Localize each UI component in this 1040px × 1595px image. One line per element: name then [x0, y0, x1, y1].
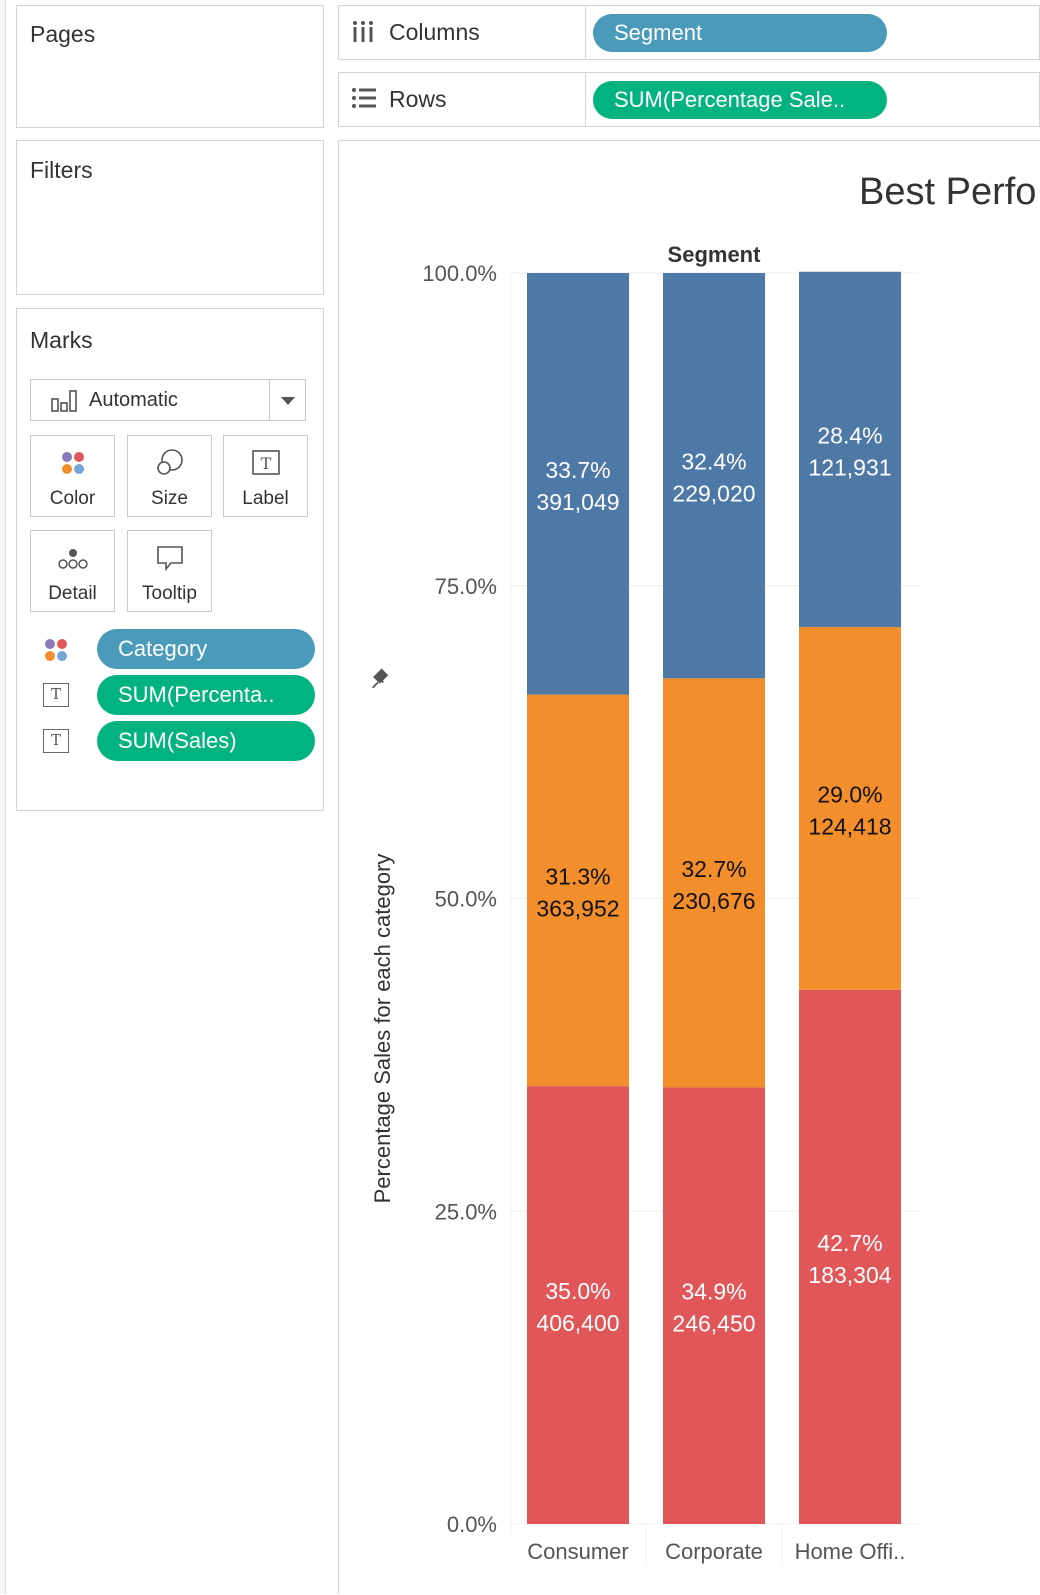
svg-text:T: T [260, 454, 271, 473]
size-label: Size [151, 488, 188, 509]
columns-icon [351, 20, 375, 49]
dropdown-divider [269, 380, 270, 420]
bar-segment [527, 1086, 629, 1524]
bar-segment [527, 273, 629, 695]
data-label-percent: 35.0% [545, 1278, 610, 1304]
x-tick-label: Consumer [527, 1539, 628, 1564]
marks-card: Marks Automatic Color Size [16, 308, 324, 811]
sum-percentage-pill[interactable]: SUM(Percenta.. [97, 675, 315, 715]
y-axis-label: Percentage Sales for each category [370, 854, 395, 1204]
marks-title: Marks [30, 327, 93, 353]
detail-button[interactable]: Detail [30, 530, 115, 612]
shelf-divider [585, 6, 586, 59]
worksheet-view: Best Perfo 0.0% 25.0% 50.0% 75.0% 100.0% Segm… [338, 140, 1040, 1594]
detail-icon [31, 543, 114, 573]
label-icon: T [224, 448, 307, 478]
chevron-down-icon[interactable] [281, 397, 295, 405]
data-label-percent: 28.4% [817, 422, 882, 448]
color-icon [31, 448, 114, 478]
bar-segment [799, 989, 901, 1524]
sum-sales-pill[interactable]: SUM(Sales) [97, 721, 315, 761]
data-label-percent: 34.9% [681, 1279, 746, 1305]
bar-chart-icon [51, 390, 79, 417]
category-pill[interactable]: Category [97, 629, 315, 669]
pages-card[interactable]: Pages [16, 5, 324, 128]
rows-icon [351, 87, 377, 114]
color-button[interactable]: Color [30, 435, 115, 517]
data-label-percent: 32.4% [681, 449, 746, 475]
data-label-sales: 363,952 [536, 895, 619, 921]
tooltip-icon [128, 543, 211, 573]
label-button[interactable]: T Label [223, 435, 308, 517]
data-label-sales: 183,304 [808, 1262, 891, 1288]
data-label-sales: 121,931 [808, 454, 891, 480]
column-header-label: Segment [668, 242, 762, 267]
columns-label: Columns [389, 19, 480, 45]
stacked-bar-chart: 0.0% 25.0% 50.0% 75.0% 100.0% Segment Percenta… [370, 242, 919, 1566]
shelf-divider [585, 73, 586, 126]
x-tick-label: Home Offi.. [795, 1539, 906, 1564]
y-tick-label: 25.0% [435, 1199, 497, 1224]
data-label-sales: 246,450 [672, 1311, 755, 1337]
data-label-percent: 42.7% [817, 1230, 882, 1256]
data-label-sales: 229,020 [672, 481, 755, 507]
bar-segment [799, 627, 901, 990]
data-label-percent: 33.7% [545, 457, 610, 483]
data-label-percent: 29.0% [817, 781, 882, 807]
data-label-sales: 124,418 [808, 813, 891, 839]
mark-type-value: Automatic [89, 389, 178, 411]
segment-pill[interactable]: Segment [593, 14, 887, 52]
y-tick-label: 100.0% [422, 261, 497, 286]
data-label-percent: 31.3% [545, 863, 610, 889]
tooltip-label: Tooltip [142, 583, 197, 604]
bar-segment [663, 1087, 765, 1524]
columns-shelf[interactable]: Columns Segment [338, 5, 1040, 60]
filters-card[interactable]: Filters [16, 140, 324, 295]
y-tick-label: 0.0% [447, 1512, 497, 1537]
size-icon [128, 448, 211, 478]
bar-segment [663, 273, 765, 679]
data-label-sales: 230,676 [672, 888, 755, 914]
filters-title: Filters [30, 157, 93, 183]
x-tick-label: Corporate [665, 1539, 763, 1564]
left-edge-panel [0, 0, 6, 1594]
color-icon [43, 637, 69, 668]
y-tick-label: 75.0% [435, 574, 497, 599]
worksheet-title: Best Perfo [859, 171, 1037, 213]
bar-segment [663, 678, 765, 1088]
y-tick-label: 50.0% [435, 887, 497, 912]
rows-label: Rows [389, 86, 447, 112]
tooltip-button[interactable]: Tooltip [127, 530, 212, 612]
data-label-percent: 32.7% [681, 856, 746, 882]
color-label: Color [49, 488, 96, 509]
rows-shelf[interactable]: Rows SUM(Percentage Sale.. [338, 72, 1040, 127]
bar-segment [799, 271, 901, 628]
pages-title: Pages [30, 21, 96, 47]
data-label-sales: 391,049 [536, 489, 619, 515]
label-label: Label [242, 488, 289, 509]
detail-label: Detail [48, 583, 97, 604]
label-icon: T [43, 729, 69, 753]
label-icon: T [43, 683, 69, 707]
mark-type-dropdown[interactable]: Automatic [30, 379, 306, 421]
data-label-sales: 406,400 [536, 1310, 619, 1336]
bar-segment [527, 694, 629, 1087]
size-button[interactable]: Size [127, 435, 212, 517]
pin-icon [371, 668, 389, 689]
percentage-sales-pill[interactable]: SUM(Percentage Sale.. [593, 81, 887, 119]
